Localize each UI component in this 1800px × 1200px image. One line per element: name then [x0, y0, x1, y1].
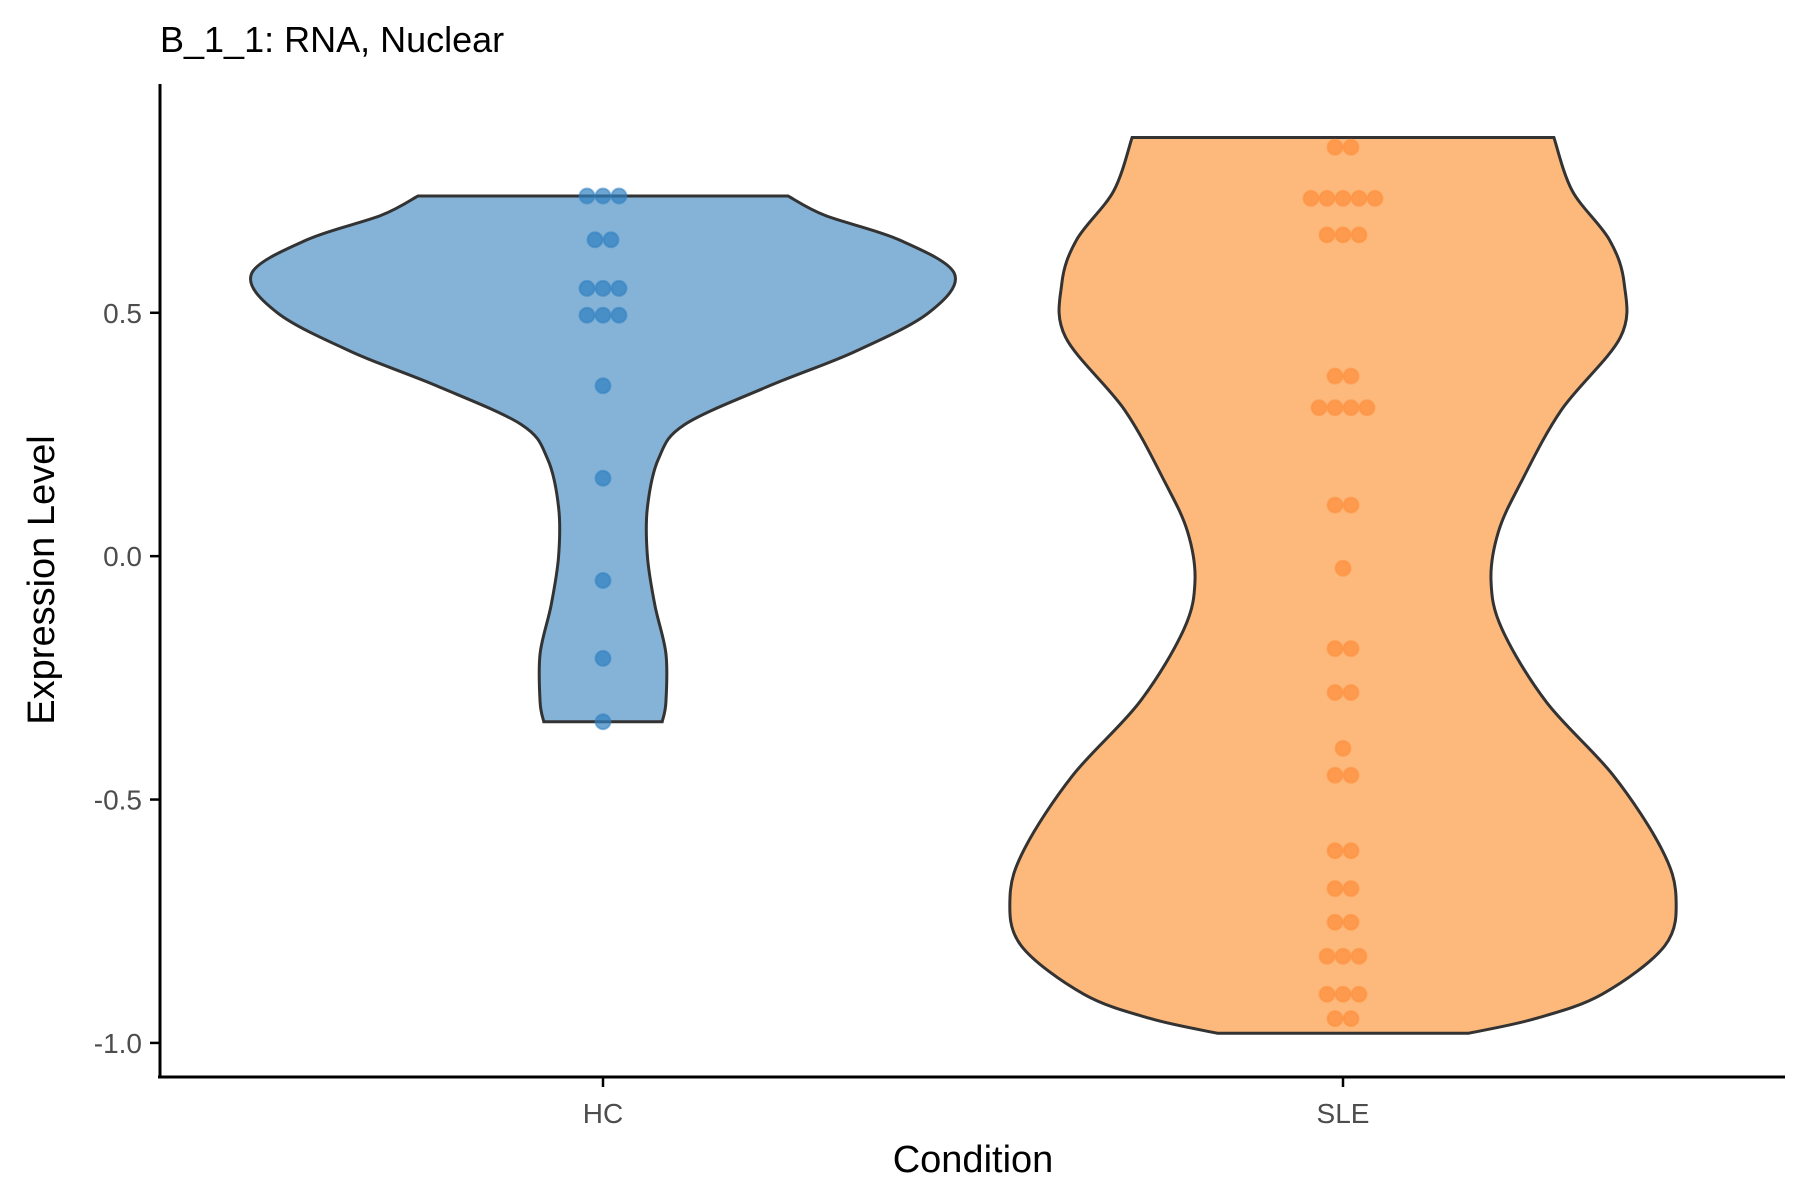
data-point-sle	[1326, 399, 1344, 417]
data-point-sle	[1342, 766, 1360, 784]
data-point-sle	[1342, 399, 1360, 417]
data-point-sle	[1326, 766, 1344, 784]
data-point-sle	[1318, 226, 1336, 244]
data-point-sle	[1334, 559, 1352, 577]
data-point-sle	[1342, 367, 1360, 385]
data-point-hc	[578, 306, 596, 324]
data-point-hc	[594, 377, 612, 395]
data-point-hc	[594, 713, 612, 731]
data-point-sle	[1342, 684, 1360, 701]
data-point-hc	[602, 231, 620, 249]
data-point-sle	[1326, 496, 1344, 514]
data-point-sle	[1326, 1010, 1344, 1028]
data-point-sle	[1318, 985, 1336, 1003]
y-tick-label: -0.5	[94, 785, 142, 816]
data-point-sle	[1326, 640, 1344, 658]
data-point-sle	[1326, 913, 1344, 931]
data-point-sle	[1334, 739, 1352, 757]
chart-title: B_1_1: RNA, Nuclear	[160, 19, 504, 60]
data-point-sle	[1350, 947, 1368, 965]
data-point-sle	[1342, 1010, 1360, 1028]
y-axis-ticks: 0.5 0.0 -0.5 -1.0	[94, 298, 160, 1059]
violin-sle	[1008, 136, 1678, 1035]
data-point-sle	[1310, 399, 1328, 417]
data-point-sle	[1302, 189, 1320, 207]
data-point-hc	[610, 279, 628, 297]
data-point-sle	[1350, 226, 1368, 244]
x-tick-label: SLE	[1317, 1098, 1370, 1129]
data-point-sle	[1358, 399, 1376, 417]
data-point-sle	[1342, 880, 1360, 898]
y-tick-label: 0.5	[103, 298, 142, 329]
x-axis-ticks: HC SLE	[583, 1077, 1370, 1129]
data-point-sle	[1342, 640, 1360, 658]
data-point-hc	[594, 306, 612, 324]
data-point-sle	[1334, 947, 1352, 965]
x-tick-label: HC	[583, 1098, 623, 1129]
data-point-sle	[1350, 985, 1368, 1003]
data-point-sle	[1334, 226, 1352, 244]
y-tick-label: -1.0	[94, 1028, 142, 1059]
data-point-hc	[610, 187, 628, 205]
violins-layer	[249, 136, 1678, 1035]
data-point-sle	[1326, 880, 1344, 898]
data-point-sle	[1342, 842, 1360, 860]
data-point-sle	[1318, 947, 1336, 965]
data-point-sle	[1342, 138, 1360, 156]
data-point-sle	[1334, 985, 1352, 1003]
data-point-sle	[1342, 913, 1360, 931]
data-point-sle	[1342, 496, 1360, 514]
data-point-sle	[1326, 138, 1344, 156]
y-axis-title: Expression Level	[21, 435, 63, 724]
data-point-sle	[1366, 189, 1384, 207]
data-point-hc	[578, 187, 596, 205]
data-point-sle	[1350, 189, 1368, 207]
data-point-hc	[594, 187, 612, 205]
y-tick-label: 0.0	[103, 541, 142, 572]
data-point-sle	[1326, 842, 1344, 860]
data-point-hc	[578, 279, 596, 297]
data-point-hc	[594, 279, 612, 297]
data-point-sle	[1326, 684, 1344, 701]
x-axis-title: Condition	[893, 1139, 1054, 1181]
data-point-hc	[610, 306, 628, 324]
data-point-hc	[586, 231, 604, 249]
data-point-hc	[594, 469, 612, 487]
data-point-sle	[1318, 189, 1336, 207]
data-point-hc	[594, 649, 612, 667]
data-point-sle	[1334, 189, 1352, 207]
violin-hc	[249, 194, 957, 724]
data-point-sle	[1326, 367, 1344, 385]
data-point-hc	[594, 572, 612, 589]
points-layer	[578, 138, 1384, 1028]
